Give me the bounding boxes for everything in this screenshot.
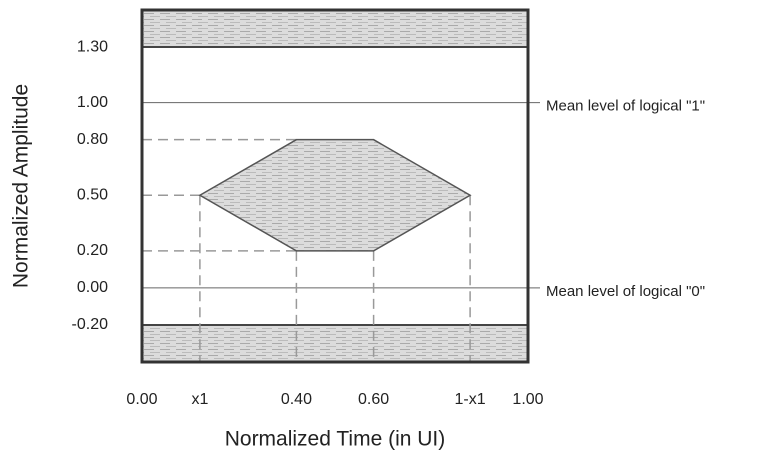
plot-frame: [140, 8, 530, 364]
x-tick-label: 0.00: [126, 391, 157, 408]
y-tick-label: 0.80: [77, 131, 108, 148]
y-tick-label: 0.00: [77, 279, 108, 296]
y-tick-label: 0.20: [77, 242, 108, 259]
y-tick-label: 1.00: [77, 94, 108, 111]
x-tick-label: 0.40: [281, 391, 312, 408]
x-tick-label: x1: [191, 391, 208, 408]
upper-band: [142, 10, 528, 48]
y-tick-label: -0.20: [72, 316, 109, 333]
reference-label: Mean level of logical "0": [546, 283, 705, 300]
y-tick-label: 1.30: [77, 38, 108, 55]
x-tick-label: 1.00: [512, 391, 543, 408]
lower-band: [142, 324, 528, 362]
x-axis-title: Normalized Time (in UI): [225, 428, 446, 451]
y-tick-label: 0.50: [77, 186, 108, 203]
y-axis-title: Normalized Amplitude: [10, 84, 33, 288]
x-tick-label: 0.60: [358, 391, 389, 408]
x-tick-label: 1-x1: [455, 391, 486, 408]
eye-mask: [198, 138, 472, 252]
reference-label: Mean level of logical "1": [546, 98, 705, 115]
